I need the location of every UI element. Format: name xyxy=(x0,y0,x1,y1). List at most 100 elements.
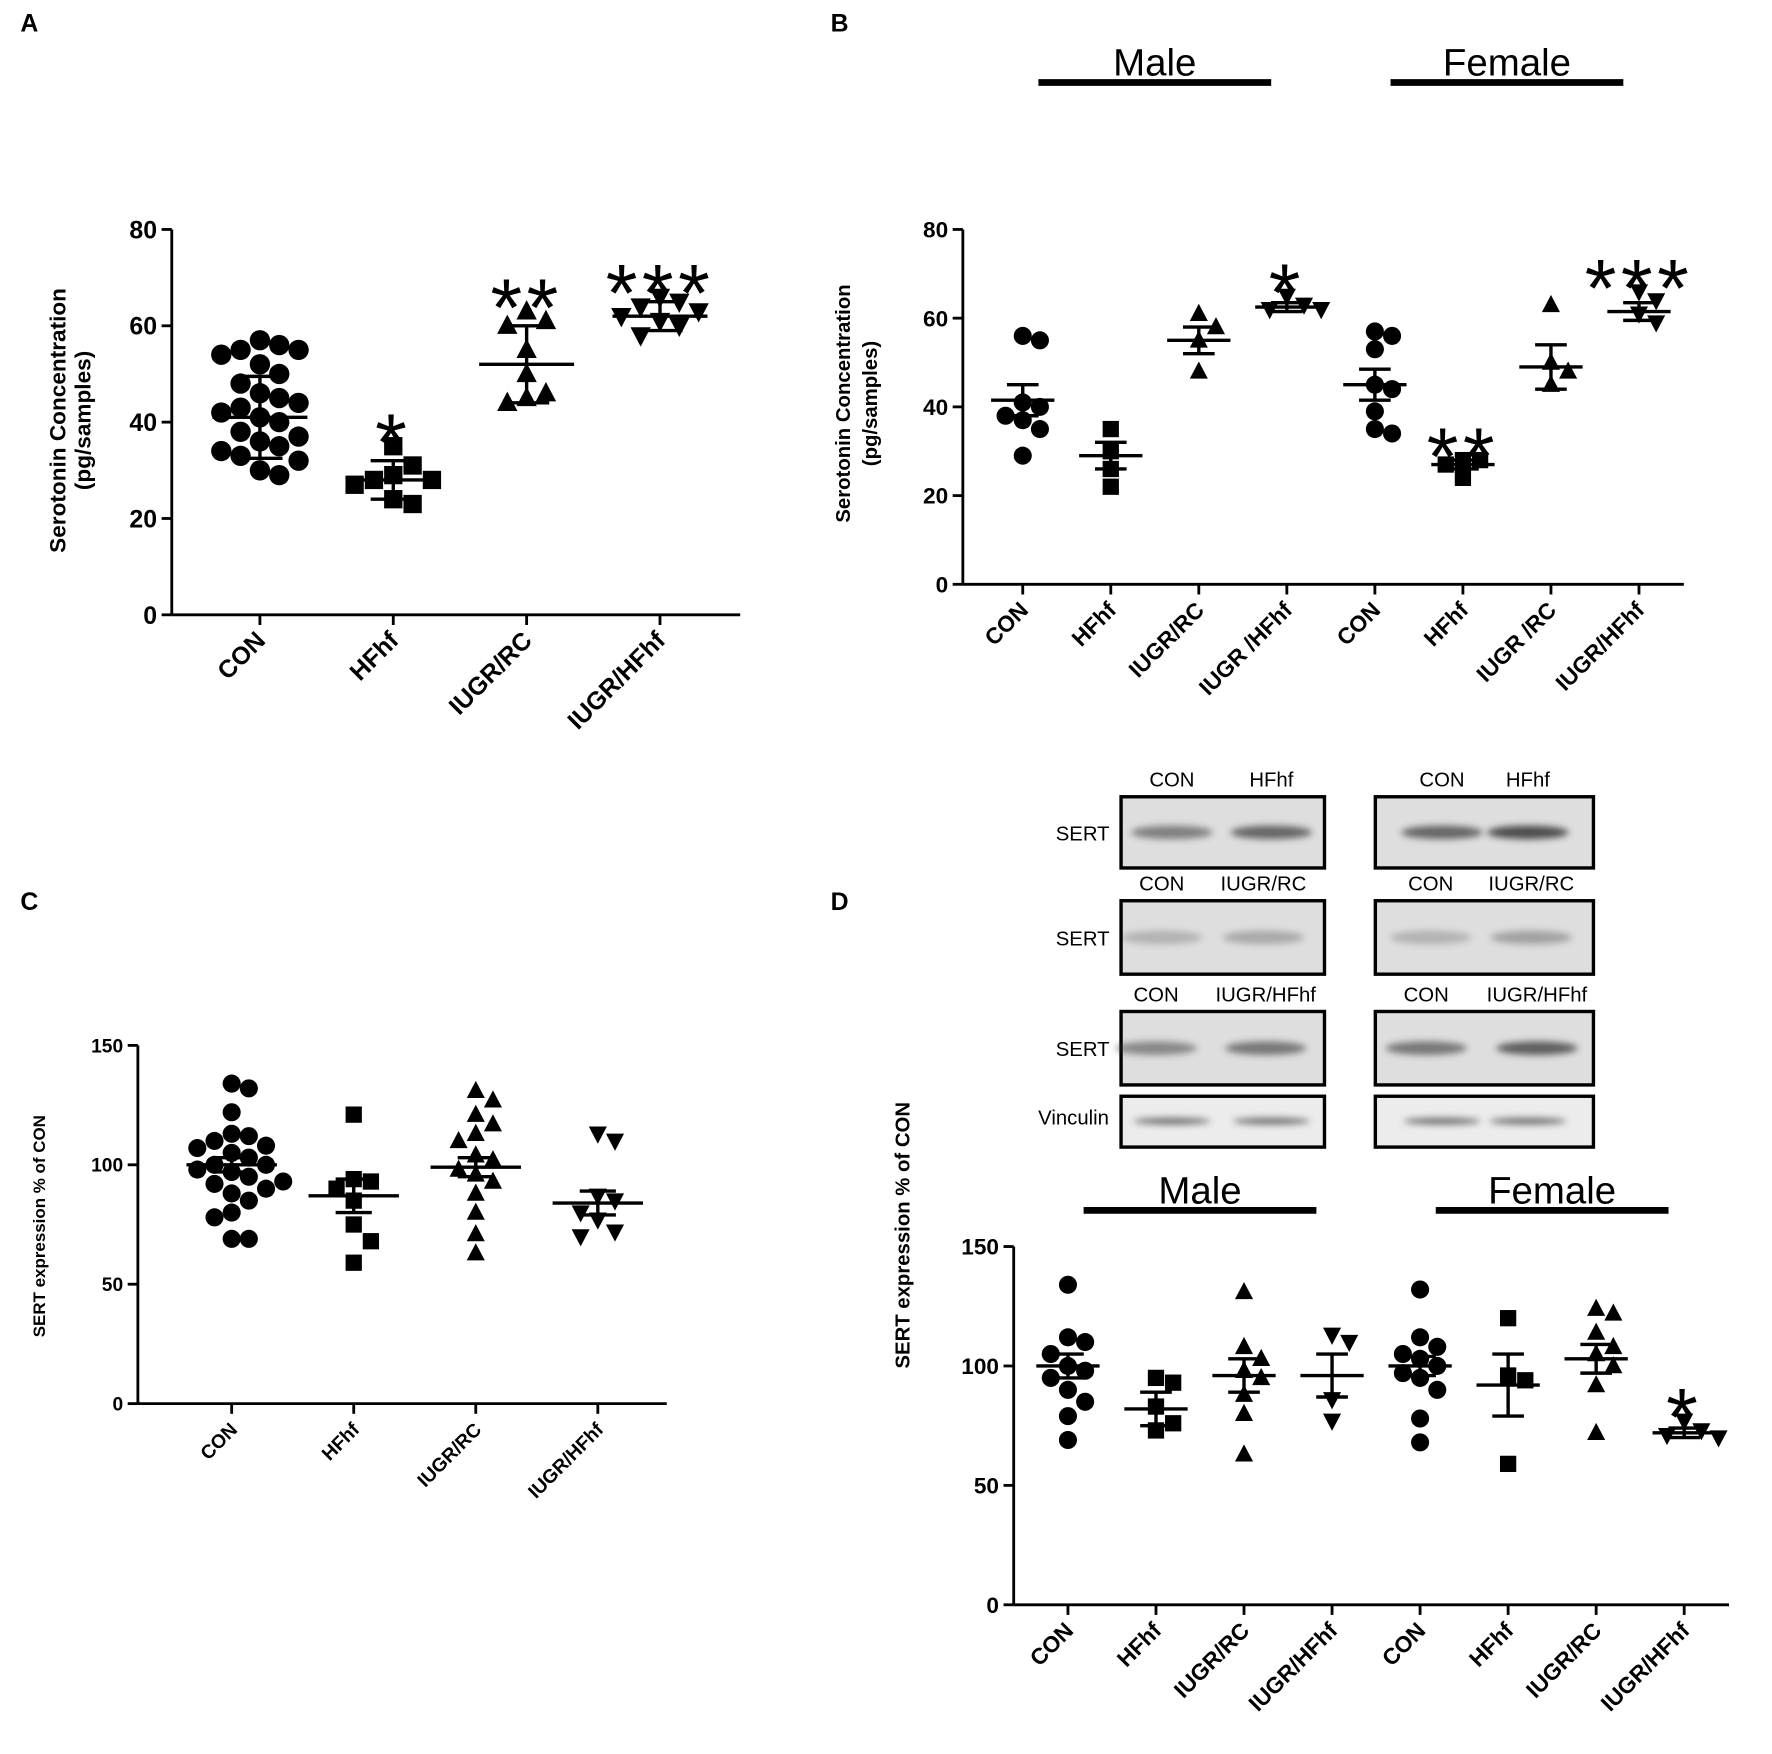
y-axis-label: SERT expression % of CON xyxy=(893,1102,915,1369)
data-point xyxy=(1058,1380,1077,1399)
data-point xyxy=(230,421,251,442)
error-bar xyxy=(457,1155,494,1179)
error-bar xyxy=(1140,1390,1172,1428)
data-point xyxy=(1058,1407,1077,1426)
data-point xyxy=(1058,1430,1077,1450)
blot-band xyxy=(1230,825,1313,840)
data-point xyxy=(345,1216,362,1233)
data-point xyxy=(1041,1344,1060,1364)
x-tick-label: HFhf xyxy=(1067,597,1121,651)
data-point xyxy=(1234,1403,1254,1421)
data-point xyxy=(996,406,1015,425)
group-label: Male xyxy=(1158,1170,1241,1213)
data-point xyxy=(362,1173,380,1190)
x-tick-label: CON xyxy=(1025,1618,1078,1671)
blot-band xyxy=(1133,1117,1211,1125)
data-point xyxy=(1147,1369,1165,1387)
data-point xyxy=(288,450,309,471)
lane-label: IUGR/HFhf xyxy=(1215,984,1316,1006)
error-bar xyxy=(1447,458,1479,471)
data-point xyxy=(1454,469,1472,486)
x-tick-label: HFhf xyxy=(1419,597,1473,651)
y-axis-label: (pg/samples) xyxy=(860,341,882,466)
x-tick-label: CON xyxy=(197,1419,242,1464)
data-point xyxy=(328,1180,345,1197)
data-point xyxy=(1411,1409,1430,1428)
blot-band xyxy=(1403,1117,1481,1125)
y-tick-label: 60 xyxy=(923,306,948,331)
y-tick-label: 80 xyxy=(923,218,948,243)
data-point xyxy=(1709,1430,1728,1448)
y-axis-label: (pg/samples) xyxy=(70,351,95,490)
lane-label: CON xyxy=(1419,770,1464,792)
y-tick-label: 100 xyxy=(961,1354,999,1379)
data-point xyxy=(1499,1455,1517,1473)
lane-label: IUGR/RC xyxy=(1221,874,1307,896)
data-point xyxy=(1312,302,1331,320)
data-point xyxy=(222,1103,241,1122)
blot-band xyxy=(1390,930,1472,945)
x-tick-label: IUGR/HFhf xyxy=(562,626,671,735)
data-point xyxy=(605,1133,625,1151)
lane-label: CON xyxy=(1139,874,1184,896)
blot-band xyxy=(1401,825,1483,840)
significance: ** xyxy=(490,263,562,354)
data-point xyxy=(466,1123,485,1141)
data-point xyxy=(1323,1327,1342,1345)
error-bar xyxy=(637,300,683,333)
data-point xyxy=(1365,420,1384,439)
data-point xyxy=(1499,1310,1517,1327)
error-bar xyxy=(1228,1357,1260,1394)
data-point xyxy=(1587,1375,1606,1393)
blot-band xyxy=(1131,825,1213,840)
data-point xyxy=(1365,322,1384,341)
panel-label: C xyxy=(20,888,38,916)
blot-band xyxy=(1496,1041,1578,1055)
panel-label: A xyxy=(20,10,38,38)
lane-label: CON xyxy=(1134,984,1179,1006)
error-bar xyxy=(1182,325,1215,356)
data-point xyxy=(1041,1368,1060,1387)
data-point xyxy=(222,1184,241,1203)
data-point xyxy=(466,1104,485,1122)
error-bar xyxy=(1006,383,1039,418)
data-point xyxy=(274,1172,293,1191)
data-point xyxy=(256,1179,276,1198)
data-point xyxy=(256,1136,276,1155)
data-point xyxy=(222,1229,241,1248)
x-tick-label: IUGR /RC xyxy=(1472,597,1562,687)
data-point xyxy=(1541,294,1560,313)
error-bar xyxy=(504,324,550,405)
data-point xyxy=(230,397,251,418)
data-point xyxy=(1411,1433,1430,1452)
blot-band xyxy=(1121,930,1203,945)
data-point xyxy=(466,1202,485,1220)
blot-band xyxy=(1487,825,1569,840)
data-point xyxy=(269,387,290,409)
data-point xyxy=(1675,1413,1694,1431)
data-point xyxy=(1393,1364,1412,1383)
data-point xyxy=(222,1203,241,1222)
data-point xyxy=(1234,1281,1254,1300)
group-label: Female xyxy=(1443,42,1571,85)
group-label: Male xyxy=(1113,42,1196,85)
data-point xyxy=(288,392,309,414)
data-point xyxy=(239,1127,258,1146)
data-point xyxy=(222,1124,241,1143)
error-bar xyxy=(1271,300,1303,314)
data-point xyxy=(669,317,690,337)
data-point xyxy=(1189,361,1208,379)
data-point xyxy=(1165,1374,1182,1391)
y-axis-label: SERT expression % of CON xyxy=(30,1115,49,1337)
y-tick-label: 20 xyxy=(923,484,948,509)
lane-label: HFhf xyxy=(1506,770,1550,792)
data-point xyxy=(239,1229,258,1248)
x-tick-label: IUGR/HFhf xyxy=(525,1419,609,1503)
x-tick-label: IUGR /HFhf xyxy=(1194,597,1297,700)
data-point xyxy=(1058,1328,1077,1347)
x-tick-label: HFhf xyxy=(1112,1617,1166,1671)
data-point xyxy=(1189,303,1208,321)
error-bar xyxy=(1535,343,1567,391)
data-point xyxy=(605,1224,625,1242)
